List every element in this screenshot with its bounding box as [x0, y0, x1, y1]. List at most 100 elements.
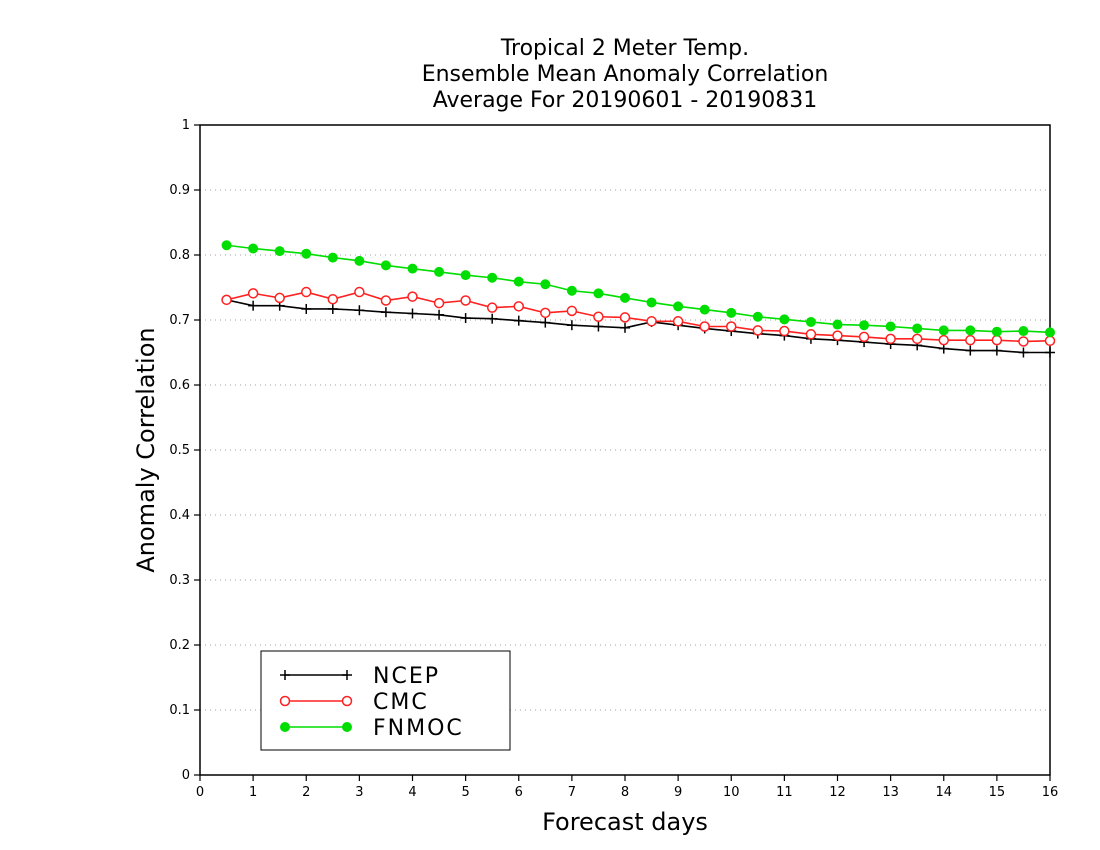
point-cmc [965, 334, 976, 346]
legend-item-fnmoc: FNMOC [280, 716, 464, 741]
point-fnmoc [301, 248, 312, 259]
point-cmc [619, 312, 631, 323]
point-ncep [991, 345, 1002, 356]
point-fnmoc [805, 316, 816, 327]
point-ncep [460, 313, 471, 324]
point-cmc [991, 334, 1003, 346]
y-tick-label: 0.3 [169, 573, 190, 588]
point-cmc [779, 325, 790, 337]
point-fnmoc [752, 311, 763, 322]
point-cmc [726, 321, 737, 332]
x-tick-label: 14 [935, 785, 952, 800]
point-fnmoc [646, 297, 657, 308]
point-fnmoc [699, 304, 710, 315]
y-tick-label: 0.4 [169, 508, 190, 523]
series-ncep [221, 294, 1055, 358]
point-fnmoc [673, 301, 684, 312]
point-ncep [407, 308, 418, 319]
point-cmc [911, 333, 923, 345]
x-tick-label: 4 [408, 785, 416, 800]
legend-marker-cmc [279, 695, 291, 707]
point-ncep [327, 303, 338, 314]
point-fnmoc [566, 285, 577, 296]
point-cmc [885, 333, 896, 345]
y-tick-label: 0.6 [169, 378, 190, 393]
axes: 00.10.20.30.40.50.60.70.80.910 1 2 3 4 5 6 7 8 9 1… [169, 118, 1058, 800]
point-cmc [1018, 336, 1029, 347]
y-tick-label: 0.9 [169, 183, 190, 198]
y-tick-label: 0 [182, 768, 190, 783]
point-cmc [672, 316, 684, 327]
legend-marker-ncep [280, 670, 290, 680]
point-cmc [593, 311, 604, 322]
x-tick-label: 11 [776, 785, 793, 800]
point-cmc [433, 297, 445, 309]
point-cmc [486, 302, 498, 313]
legend-marker-fnmoc [280, 722, 290, 732]
point-fnmoc [779, 314, 790, 325]
legend-label-fnmoc: FNMOC [373, 716, 464, 741]
point-ncep [593, 321, 604, 332]
series-line-ncep [226, 299, 1050, 354]
point-fnmoc [540, 279, 551, 290]
x-tick-label: 13 [882, 785, 899, 800]
x-tick-label: 16 [1042, 785, 1059, 800]
point-fnmoc [487, 272, 498, 283]
point-ncep [301, 303, 312, 314]
series-layer [221, 240, 1056, 358]
y-tick-label: 0.1 [169, 703, 190, 718]
point-cmc [221, 294, 232, 306]
x-tick-label: 2 [302, 785, 310, 800]
x-tick-label: 7 [568, 785, 576, 800]
point-fnmoc [221, 240, 232, 251]
point-ncep [434, 309, 445, 320]
point-cmc [805, 329, 817, 340]
x-tick-label: 1 [249, 785, 257, 800]
y-tick-label: 0.5 [169, 443, 190, 458]
point-ncep [354, 305, 365, 316]
point-fnmoc [354, 255, 365, 266]
legend-marker-cmc [341, 695, 353, 707]
point-fnmoc [938, 325, 949, 336]
x-tick-label: 10 [723, 785, 740, 800]
point-fnmoc [912, 323, 923, 334]
point-fnmoc [460, 270, 471, 281]
x-axis-label: Forecast days [542, 808, 708, 836]
chart-title-line-1: Tropical 2 Meter Temp. [500, 36, 750, 61]
point-ncep [1045, 347, 1055, 358]
series-cmc [221, 286, 1056, 347]
point-ncep [540, 317, 551, 328]
x-tick-label: 9 [674, 785, 682, 800]
point-fnmoc [991, 326, 1002, 337]
y-tick-label: 0.2 [169, 638, 190, 653]
point-fnmoc [859, 320, 870, 331]
legend-item-cmc: CMC [279, 690, 427, 715]
x-tick-label: 3 [355, 785, 363, 800]
series-fnmoc [221, 240, 1055, 338]
point-ncep [380, 307, 391, 318]
point-fnmoc [434, 266, 445, 277]
point-cmc [407, 291, 418, 302]
point-fnmoc [885, 321, 896, 332]
point-fnmoc [620, 292, 630, 303]
point-ncep [566, 320, 577, 331]
point-ncep [620, 322, 630, 333]
point-fnmoc [726, 307, 737, 318]
y-tick-label: 0.8 [169, 248, 190, 263]
point-ncep [513, 315, 524, 326]
point-cmc [460, 295, 471, 306]
point-cmc [858, 331, 870, 343]
point-cmc [1044, 335, 1056, 347]
point-fnmoc [513, 276, 524, 287]
point-cmc [247, 288, 259, 299]
point-cmc [274, 292, 285, 304]
point-ncep [248, 300, 259, 311]
point-fnmoc [407, 263, 418, 274]
point-fnmoc [965, 325, 976, 336]
point-cmc [380, 295, 392, 306]
point-fnmoc [1018, 326, 1029, 337]
point-ncep [965, 345, 976, 356]
point-cmc [699, 321, 710, 332]
y-tick-label: 1 [182, 118, 190, 133]
